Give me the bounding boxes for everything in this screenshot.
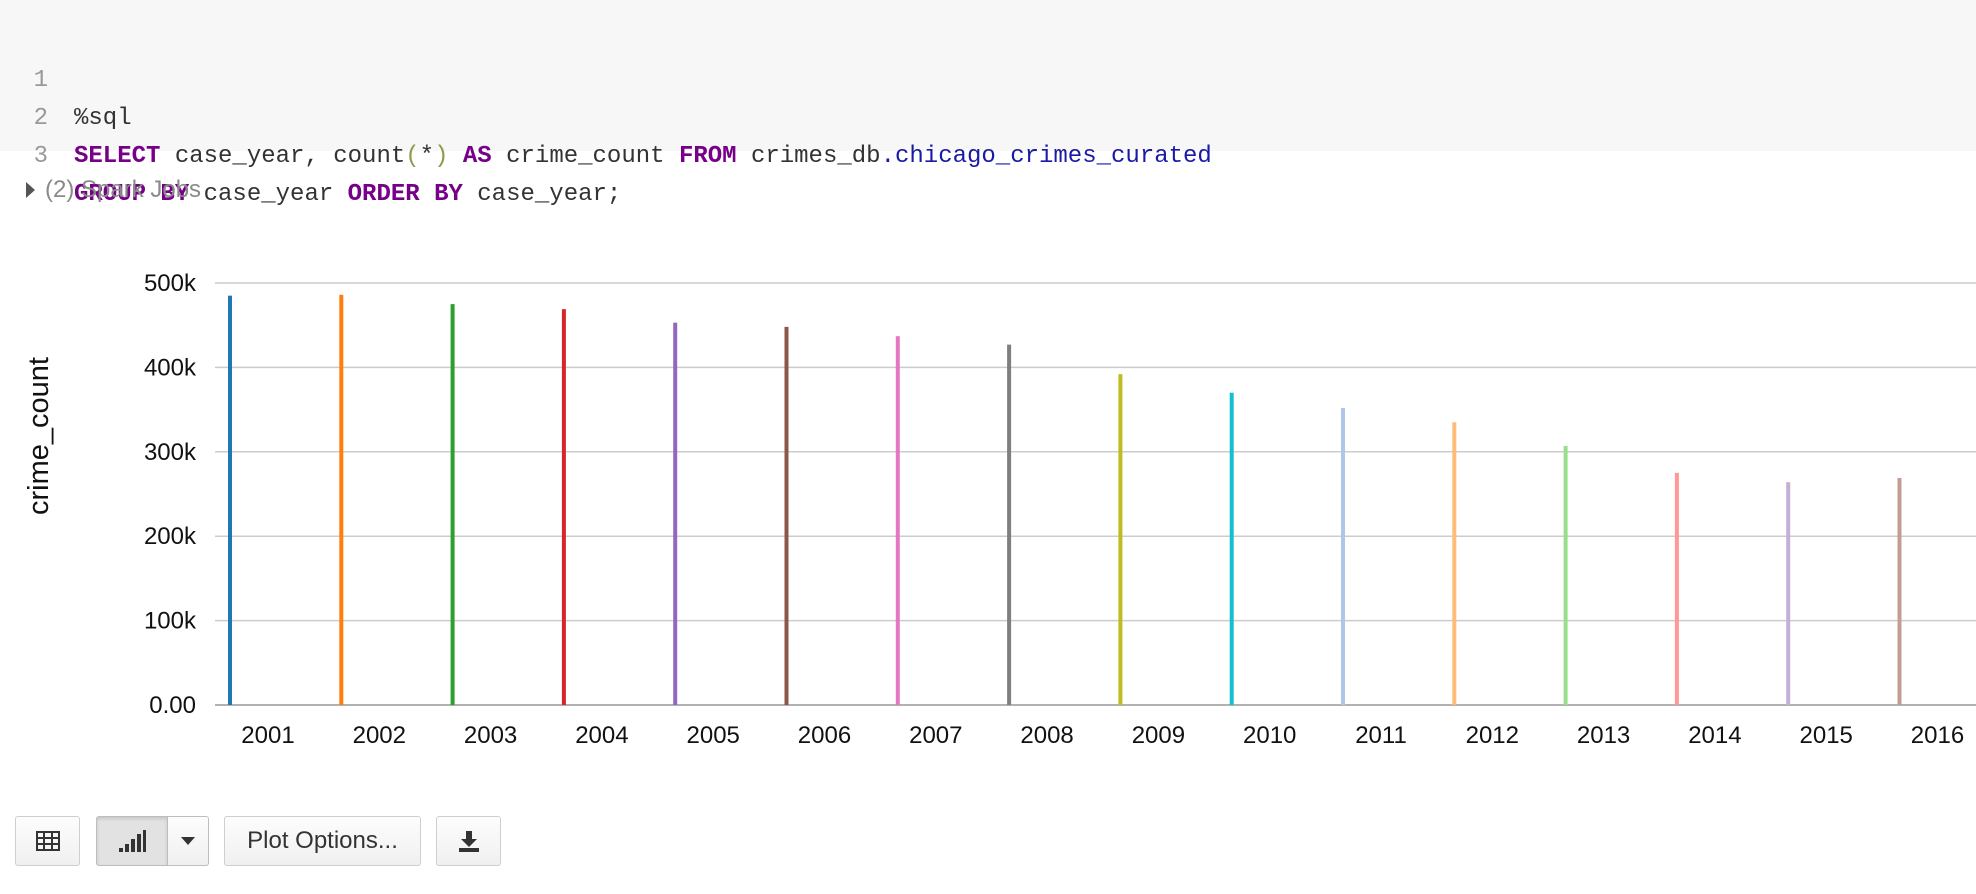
keyword-select: SELECT	[74, 143, 161, 170]
bar-2010[interactable]	[1229, 392, 1234, 705]
x-tick-label: 2012	[1466, 722, 1519, 749]
select-columns: case_year, count	[160, 143, 406, 170]
chart-type-group	[96, 816, 209, 866]
spark-jobs-label: (2) Spark Jobs	[45, 176, 202, 203]
code-line-2: 2 SELECT case_year, count(*) AS crime_co…	[0, 62, 1976, 170]
x-tick-label: 2001	[241, 722, 294, 749]
bar-2005[interactable]	[673, 322, 678, 705]
plot-options-label: Plot Options...	[247, 827, 398, 854]
table-name: .chicago_crimes_curated	[880, 143, 1212, 170]
keyword-as: AS	[448, 143, 492, 170]
keyword-order-by: ORDER BY	[347, 181, 463, 208]
x-tick-label: 2006	[798, 722, 851, 749]
bar-2001[interactable]	[228, 295, 232, 705]
table-icon	[35, 831, 60, 851]
y-tick-label: 400k	[144, 354, 197, 381]
caret-down-icon	[181, 837, 195, 845]
x-tick-label: 2015	[1800, 722, 1853, 749]
x-tick-label: 2004	[575, 722, 628, 749]
y-axis: 0.00 100k 200k 300k 400k 500k	[144, 270, 197, 719]
y-tick-label: 0.00	[149, 692, 196, 719]
bars	[228, 294, 1902, 705]
x-tick-label: 2013	[1577, 722, 1630, 749]
gridlines	[215, 282, 1976, 706]
x-tick-label: 2002	[353, 722, 406, 749]
magic-command: %sql	[74, 105, 132, 132]
bar-2008[interactable]	[1007, 344, 1012, 705]
paren-close: )	[434, 143, 449, 170]
code-cell[interactable]: 1 %sql 2 SELECT case_year, count(*) AS c…	[0, 0, 1976, 208]
y-tick-label: 500k	[144, 270, 197, 297]
bar-2011[interactable]	[1341, 407, 1345, 705]
x-tick-label: 2005	[687, 722, 740, 749]
x-tick-label: 2009	[1132, 722, 1185, 749]
bar-2013[interactable]	[1563, 445, 1568, 705]
x-tick-label: 2014	[1688, 722, 1741, 749]
bar-2002[interactable]	[339, 294, 344, 705]
alias: crime_count	[491, 143, 679, 170]
expand-triangle-icon[interactable]	[26, 182, 35, 198]
y-tick-label: 100k	[144, 608, 197, 635]
x-tick-label: 2008	[1020, 722, 1073, 749]
download-button[interactable]	[436, 816, 501, 866]
x-tick-label: 2011	[1355, 722, 1407, 749]
group-column: case_year	[189, 181, 348, 208]
code-line-1: 1 %sql	[0, 24, 1976, 132]
x-axis: 2001 2002 2003 2004 2005 2006 2007 2008 2009 2010…	[241, 722, 1964, 749]
x-tick-label: 2007	[909, 722, 962, 749]
schema-name: crimes_db	[736, 143, 881, 170]
bar-2004[interactable]	[561, 309, 566, 705]
line-number: 1	[33, 67, 48, 94]
bar-2016[interactable]	[1897, 477, 1902, 705]
bar-2006[interactable]	[784, 326, 789, 705]
code-line-3: 3 GROUP BY case_year ORDER BY case_year;	[0, 100, 1976, 208]
spark-jobs-toggle[interactable]: (2) Spark Jobs	[26, 172, 201, 208]
x-tick-label: 2003	[464, 722, 517, 749]
line-number: 3	[33, 143, 48, 170]
bar-2007[interactable]	[895, 336, 900, 705]
y-tick-label: 200k	[144, 523, 197, 550]
chart-type-dropdown[interactable]	[168, 816, 209, 866]
x-tick-label: 2010	[1243, 722, 1296, 749]
paren-open: (	[405, 143, 420, 170]
bar-2014[interactable]	[1674, 472, 1679, 705]
star: *	[419, 143, 435, 170]
y-tick-label: 300k	[144, 439, 197, 466]
keyword-group-by: GROUP BY	[74, 181, 190, 208]
bar-chart-icon	[119, 830, 146, 852]
bar-2015[interactable]	[1786, 482, 1791, 705]
line-number: 2	[33, 105, 48, 132]
bar-2003[interactable]	[450, 304, 455, 705]
x-tick-label: 2016	[1911, 722, 1964, 749]
keyword-from: FROM	[678, 143, 737, 170]
chart-view-button[interactable]	[96, 816, 168, 866]
bar-2012[interactable]	[1452, 422, 1457, 705]
download-icon	[458, 831, 479, 852]
table-view-button[interactable]	[15, 816, 80, 866]
order-column: case_year;	[462, 181, 622, 208]
y-axis-title: crime_count	[23, 357, 55, 515]
plot-options-button[interactable]: Plot Options...	[224, 816, 421, 866]
bar-2009[interactable]	[1118, 374, 1123, 705]
